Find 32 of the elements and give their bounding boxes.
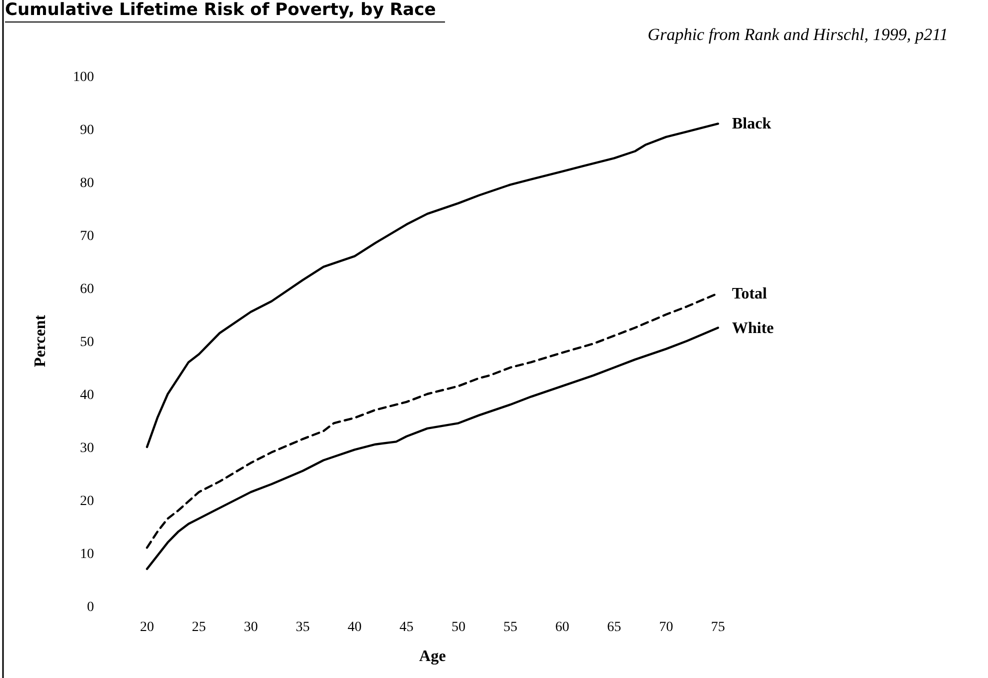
chart-title: Cumulative Lifetime Risk of Poverty, by Race	[5, 0, 436, 20]
y-tick-label: 70	[80, 229, 94, 244]
x-axis-title: Age	[419, 648, 446, 665]
y-tick-label: 10	[80, 547, 94, 562]
series-label: Black	[732, 116, 772, 133]
x-tick-label: 65	[607, 620, 622, 635]
series-label: Total	[732, 285, 768, 302]
x-tick-label: 30	[244, 620, 258, 635]
x-tick-label: 25	[192, 620, 206, 635]
x-tick-label: 20	[140, 620, 154, 635]
y-tick-label: 90	[80, 123, 94, 138]
y-tick-label: 40	[80, 388, 94, 403]
y-tick-label: 80	[80, 176, 94, 191]
y-tick-label: 20	[80, 494, 94, 509]
series-label: White	[732, 320, 774, 337]
x-tick-label: 55	[503, 620, 518, 635]
y-tick-label: 50	[80, 335, 94, 350]
x-tick-label: 75	[711, 620, 725, 635]
y-tick-label: 100	[73, 70, 94, 85]
line-series	[146, 122, 720, 448]
text: Graphic from Rank and Hirschl, 1999, p211	[648, 25, 948, 44]
y-tick-label: 60	[80, 282, 94, 297]
y-tick-label: 0	[87, 600, 94, 615]
x-tick-label: 45	[400, 620, 414, 635]
y-tick-label: 30	[80, 441, 94, 456]
x-tick-label: 60	[555, 620, 570, 635]
line-series	[146, 326, 720, 570]
x-tick-label: 70	[659, 620, 674, 635]
y-axis-title: Percent	[32, 314, 49, 368]
x-tick-label: 50	[451, 620, 466, 635]
x-tick-label: 40	[348, 620, 362, 635]
x-tick-label: 35	[296, 620, 310, 635]
